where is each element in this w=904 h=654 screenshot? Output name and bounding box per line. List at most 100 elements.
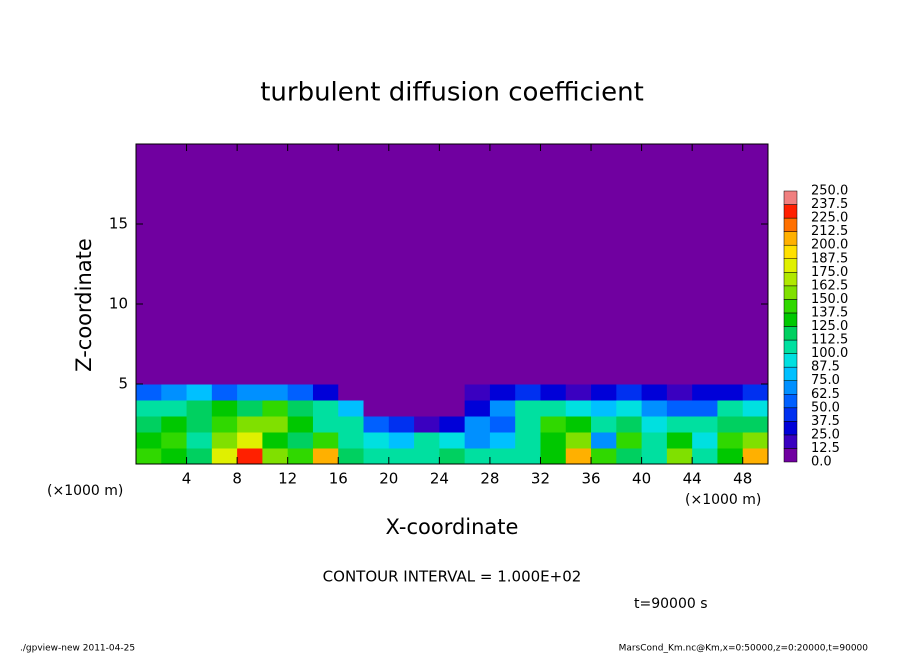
heatmap-cell: [312, 448, 339, 465]
time-label: t=90000 s: [634, 596, 708, 612]
heatmap-cell: [388, 400, 415, 417]
heatmap-cell: [717, 400, 744, 417]
heatmap-cell: [591, 448, 617, 465]
heatmap-cell: [439, 416, 466, 433]
colorbar-box: [783, 339, 798, 354]
y-axis-label: Z-coordinate: [72, 238, 96, 372]
heatmap-cell: [591, 400, 617, 417]
heatmap-cell: [439, 432, 466, 449]
x-tick-label: 24: [430, 470, 449, 488]
heatmap-cell: [338, 432, 365, 449]
heatmap-cell: [565, 432, 592, 449]
heatmap-cell: [717, 384, 744, 401]
heatmap-cell: [742, 448, 769, 465]
heatmap-cell: [540, 144, 567, 385]
heatmap-cell: [641, 384, 668, 401]
heatmap-cell: [161, 432, 188, 449]
heatmap-cell: [338, 400, 365, 417]
heatmap-cell: [312, 416, 339, 433]
colorbar-box: [783, 366, 798, 381]
colorbar-box: [783, 204, 798, 219]
heatmap-cell: [515, 384, 541, 401]
heatmap-cell: [186, 400, 213, 417]
heatmap-cell: [616, 416, 643, 433]
heatmap-cell: [136, 448, 162, 465]
colorbar-label: 125.0: [811, 319, 848, 334]
colorbar-label: 212.5: [811, 224, 848, 239]
colorbar-box: [783, 394, 798, 409]
heatmap-cell: [464, 432, 491, 449]
colorbar-label: 62.5: [811, 387, 840, 402]
heatmap-cell: [262, 144, 289, 385]
colorbar-label: 0.0: [811, 455, 832, 470]
heatmap-cell: [515, 400, 541, 417]
heatmap-cell: [338, 416, 365, 433]
heatmap-cell: [616, 384, 643, 401]
heatmap-cell: [666, 448, 693, 465]
heatmap-cell: [136, 384, 162, 401]
colorbar-label: 150.0: [811, 292, 848, 307]
heatmap-cell: [186, 432, 213, 449]
colorbar-box: [783, 353, 798, 368]
heatmap-cell: [388, 384, 415, 401]
heatmap-cell: [161, 416, 188, 433]
colorbar-label: 187.5: [811, 251, 848, 266]
x-tick-label: 48: [733, 470, 752, 488]
heatmap-cell: [439, 144, 466, 385]
x-tick-label: 20: [379, 470, 398, 488]
heatmap-cell: [136, 416, 162, 433]
colorbar-label: 225.0: [811, 211, 848, 226]
colorbar-box: [783, 258, 798, 273]
heatmap-cell: [388, 144, 415, 385]
x-tick-label: 8: [232, 470, 242, 488]
heatmap-cell: [692, 144, 718, 385]
x-tick-label: 28: [480, 470, 499, 488]
x-axis-label: X-coordinate: [386, 515, 519, 539]
heatmap-cell: [515, 448, 541, 465]
heatmap-cell: [262, 384, 289, 401]
heatmap-cell: [414, 448, 440, 465]
heatmap-cell: [338, 144, 365, 385]
heatmap-cell: [616, 432, 643, 449]
x-tick-label: 40: [632, 470, 651, 488]
heatmap-cell: [136, 144, 162, 385]
heatmap-cell: [186, 416, 213, 433]
colorbar-label: 250.0: [811, 184, 848, 199]
heatmap-cell: [717, 448, 744, 465]
heatmap-cell: [489, 432, 516, 449]
heatmap-cell: [565, 448, 592, 465]
heatmap-cell: [363, 400, 390, 417]
heatmap-cell: [312, 400, 339, 417]
heatmap-cell: [211, 384, 238, 401]
colorbar-label: 100.0: [811, 346, 848, 361]
heatmap-cell: [692, 384, 718, 401]
heatmap-cell: [388, 448, 415, 465]
heatmap-cell: [211, 144, 238, 385]
heatmap-cell: [312, 144, 339, 385]
heatmap-cell: [641, 416, 668, 433]
heatmap-cell: [742, 144, 769, 385]
heatmap-cell: [666, 384, 693, 401]
heatmap-cell: [287, 384, 314, 401]
colorbar-box: [783, 244, 798, 259]
heatmap-cell: [489, 144, 516, 385]
colorbar-label: 25.0: [811, 427, 840, 442]
heatmap-cell: [186, 384, 213, 401]
heatmap-cell: [414, 416, 440, 433]
x-tick-label: 12: [278, 470, 297, 488]
heatmap-cell: [464, 144, 491, 385]
heatmap-cell: [591, 416, 617, 433]
heatmap-cell: [161, 400, 188, 417]
heatmap-cell: [641, 144, 668, 385]
heatmap-cell: [287, 448, 314, 465]
colorbar-box: [783, 190, 798, 205]
heatmap-cell: [211, 448, 238, 465]
colorbar-box: [783, 272, 798, 287]
heatmap-cell: [540, 400, 567, 417]
heatmap-cell: [287, 400, 314, 417]
heatmap-cell: [338, 448, 365, 465]
colorbar-label: 237.5: [811, 197, 848, 212]
heatmap-cell: [262, 432, 289, 449]
heatmap-cell: [616, 400, 643, 417]
heatmap-cell: [237, 384, 263, 401]
